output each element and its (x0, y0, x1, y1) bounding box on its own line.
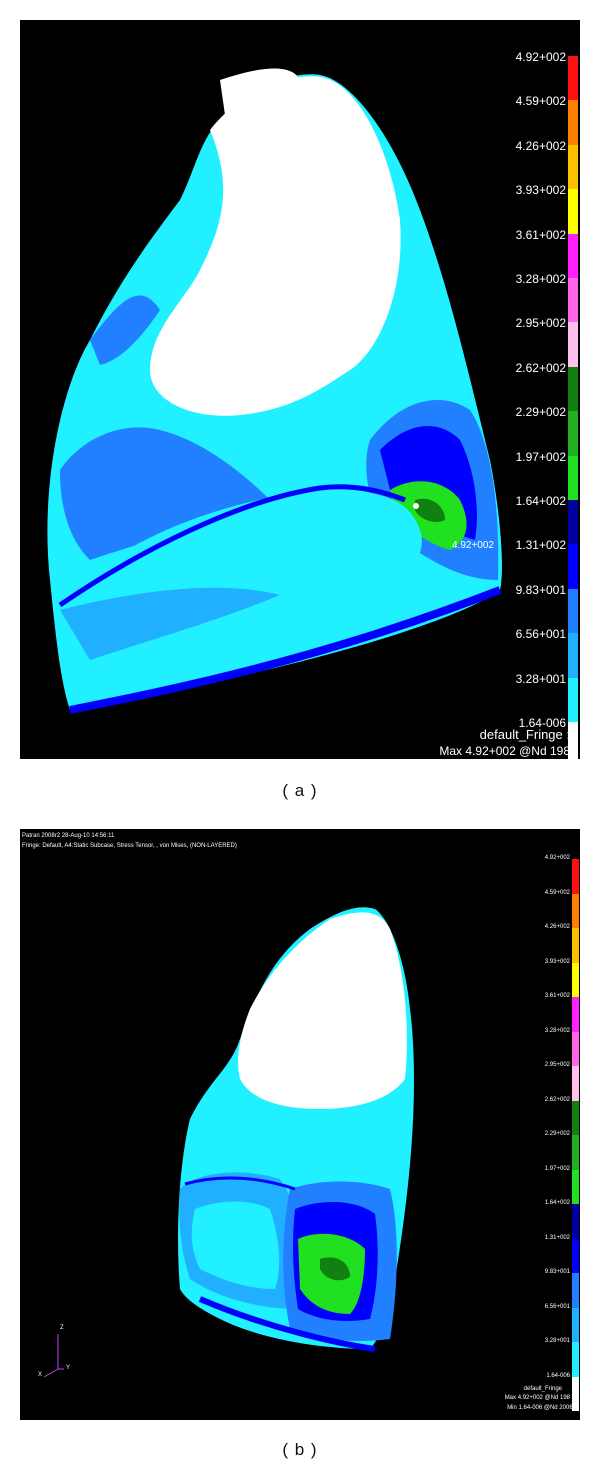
a-legend-swatch (568, 411, 578, 456)
b-legend-label: 1.64+002 (544, 1200, 570, 1206)
a-legend-label: 3.93+002 (515, 183, 566, 198)
axis-x-line (43, 1368, 59, 1378)
b-legend-swatch (572, 1135, 579, 1170)
b-legend-swatch (572, 997, 579, 1032)
b-legend-label: 1.31+002 (544, 1234, 570, 1241)
fringe-plot-a: 4.92+002 4.59+002 4.26+002 3.93+002 3.61+002… (20, 20, 580, 759)
tooth-model-b (43, 907, 415, 1378)
a-legend-swatch (568, 189, 578, 234)
a-legend-label: 6.56+001 (515, 627, 566, 642)
min-text-b: Min 1.64-006 @Nd 20068 (507, 1405, 576, 1411)
a-legend-label: 3.28+001 (515, 671, 566, 686)
b-legend-label: 3.93+002 (544, 958, 570, 965)
a-legend-swatch (568, 233, 578, 278)
a-legend-swatch (568, 100, 578, 145)
b-legend-label: 1.64-006 (546, 1372, 570, 1379)
a-legend-label: 2.62+002 (515, 360, 566, 375)
b-legend-label: 2.29+002 (544, 1131, 570, 1137)
b-legend-swatch (572, 1273, 579, 1308)
caption-b: ( b ) (282, 1440, 318, 1459)
b-legend-label: 2.95+002 (544, 1062, 570, 1068)
a-legend-swatch (568, 56, 578, 101)
header-line-2: Fringe: Default, A4:Static Subcase, Stre… (22, 843, 237, 849)
b-legend-swatch (572, 893, 579, 928)
axis-z-label: Z (60, 1325, 64, 1331)
node-label-a: 4.92+002 (452, 540, 494, 551)
caption-a: ( a ) (282, 781, 318, 800)
a-legend-label: 1.64+002 (515, 494, 566, 508)
a-legend-label: 1.31+002 (515, 538, 566, 553)
b-legend-swatch (572, 1376, 579, 1411)
b-legend-label: 1.97+002 (544, 1165, 570, 1172)
b-legend-label: 4.59+002 (544, 889, 570, 896)
max-text-a: Max 4.92+002 @Nd 198 (439, 744, 570, 758)
a-legend-label: 3.61+002 (515, 227, 566, 242)
a-legend-swatch (568, 144, 578, 190)
a-legend-label: 1.64-006 (518, 716, 566, 730)
fringe-plot-b: Patran 2008r2 28-Aug-10 14:56:11 Fringe:… (20, 829, 580, 1420)
b-legend-swatch (572, 1307, 579, 1342)
b-legend-swatch (572, 859, 579, 894)
a-legend-swatch (568, 722, 578, 759)
a-legend-swatch (568, 633, 578, 678)
axis-y-label: Y (66, 1365, 71, 1371)
b-legend-swatch (572, 1169, 579, 1204)
b-legend-label: 3.28+001 (544, 1338, 570, 1344)
a-legend-label: 9.83+001 (515, 582, 566, 597)
a-legend-label: 4.59+002 (515, 94, 566, 109)
header-line-1: Patran 2008r2 28-Aug-10 14:56:11 (22, 833, 115, 839)
a-legend-swatch (568, 677, 578, 722)
b-legend-swatch (572, 1204, 579, 1239)
b-legend-label: 4.92+002 (544, 855, 570, 861)
a-legend-swatch (568, 588, 578, 634)
a-legend-label: 1.97+002 (515, 449, 566, 464)
a-legend-label: 4.92+002 (515, 50, 566, 64)
b-legend-label: 2.62+002 (544, 1096, 570, 1103)
b-legend-swatch (572, 962, 579, 997)
a-legend-swatch (568, 500, 578, 545)
a-legend-label: 2.95+002 (515, 316, 566, 331)
b-legend-swatch (572, 928, 579, 963)
b-legend-swatch (572, 1342, 579, 1377)
b-legend-label: 6.56+001 (544, 1303, 570, 1310)
b-legend-label: 9.83+001 (544, 1269, 570, 1275)
fringe-title-a: default_Fringe : (479, 727, 570, 742)
a-legend-label: 2.29+002 (515, 405, 566, 420)
b-legend-swatch (572, 1100, 579, 1135)
max-text-b: Max 4.92+002 @Nd 198 (504, 1395, 570, 1401)
a-legend-label: 3.28+002 (515, 272, 566, 286)
a-legend-swatch (568, 455, 578, 500)
b-legend-label: 4.26+002 (544, 924, 570, 930)
b-legend-swatch (572, 1031, 579, 1066)
a-legend-swatch (568, 322, 578, 367)
b-legend-label: 3.28+002 (544, 1027, 570, 1034)
a-legend-label: 4.26+002 (515, 138, 566, 153)
a-legend-swatch (568, 544, 578, 589)
axis-x-label: X (38, 1372, 43, 1378)
b-legend-swatch (572, 1066, 579, 1101)
b-legend-label: 3.61+002 (544, 993, 570, 999)
fringe-title-b: default_Fringe (523, 1386, 562, 1392)
a-legend-swatch (568, 278, 578, 323)
a-legend-swatch (568, 366, 578, 412)
b-legend-swatch (572, 1238, 579, 1273)
tooth-model-a (47, 68, 502, 714)
